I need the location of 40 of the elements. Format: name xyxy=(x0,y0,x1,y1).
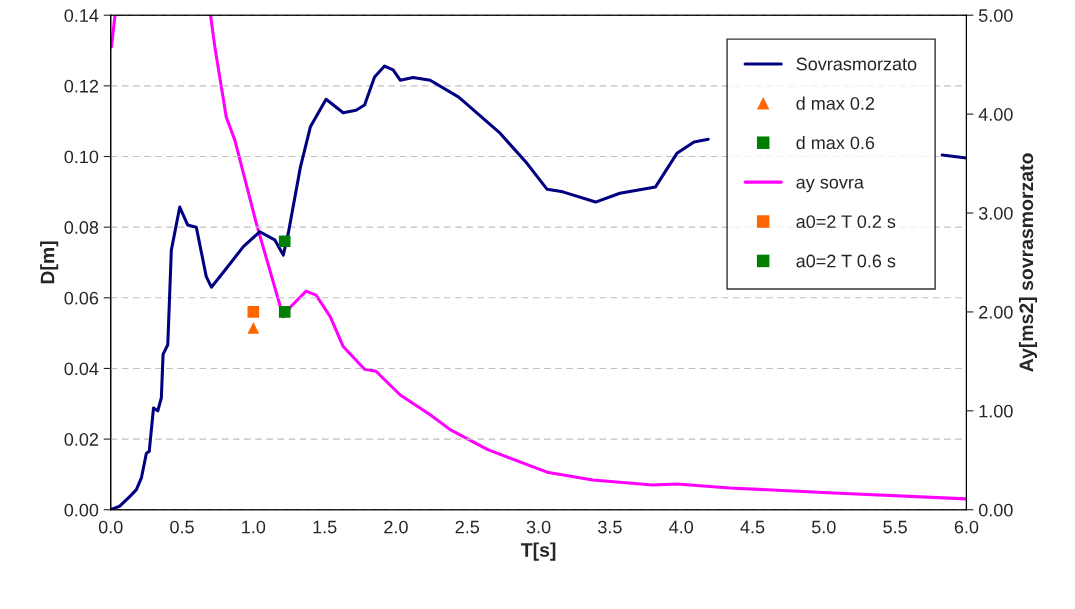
legend-label: d max 0.2 xyxy=(796,96,875,110)
x-tick-label: 1.0 xyxy=(242,520,266,534)
point xyxy=(278,306,291,318)
x-tick-label: 0.5 xyxy=(170,520,194,534)
y2-tick-label: 3.00 xyxy=(978,206,1013,220)
y2-axis-title: Ay[ms2] sovrasmorzato xyxy=(1018,153,1038,372)
x-tick-label: 4.0 xyxy=(669,520,694,534)
y-tick-label: 0.02 xyxy=(64,433,99,446)
x-axis-title: T[s] xyxy=(520,542,556,561)
point xyxy=(278,235,291,248)
x-tick-label: 1.5 xyxy=(313,520,337,534)
x-tick-label: 6.0 xyxy=(954,520,979,534)
x-tick-label: 2.5 xyxy=(455,520,480,534)
y2-tick-label: 0.00 xyxy=(978,503,1013,517)
legend-label: ay sovra xyxy=(796,178,864,193)
y-tick-label: 0.14 xyxy=(64,9,99,22)
y-tick-label: 0.06 xyxy=(64,291,99,305)
x-tick-label: 0.0 xyxy=(98,520,123,534)
legend-label: Sovrasmorzato xyxy=(796,57,917,71)
x-tick-label: 3.0 xyxy=(526,520,551,534)
legend-label: d max 0.6 xyxy=(796,135,875,150)
y-tick-label: 0.08 xyxy=(64,221,99,234)
y-tick-label: 0.10 xyxy=(64,150,99,164)
point xyxy=(247,306,260,318)
point xyxy=(247,322,260,334)
y-tick-label: 0.00 xyxy=(64,503,99,517)
x-tick-label: 2.0 xyxy=(384,520,408,534)
legend-label: a0=2 T 0.2 s xyxy=(796,215,896,229)
y-axis-title: D[m] xyxy=(40,241,59,284)
x-tick-label: 3.5 xyxy=(598,520,622,534)
y-tick-label: 0.12 xyxy=(64,79,99,93)
x-tick-label: 4.5 xyxy=(740,520,765,534)
y2-tick-label: 2.00 xyxy=(979,305,1013,319)
y2-tick-label: 5.00 xyxy=(978,9,1013,22)
y2-tick-label: 1.00 xyxy=(979,404,1013,418)
legend-label: a0=2 T 0.6 s xyxy=(796,254,896,268)
x-tick-label: 5.5 xyxy=(883,520,907,534)
x-tick-label: 5.0 xyxy=(811,520,836,534)
y-tick-label: 0.04 xyxy=(64,362,99,376)
y2-tick-label: 4.00 xyxy=(978,108,1013,121)
